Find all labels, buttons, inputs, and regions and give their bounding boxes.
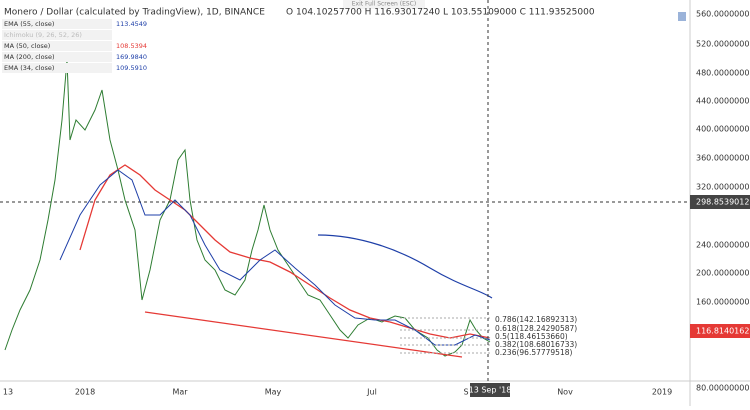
price-tick: 200.00000000 bbox=[696, 269, 750, 278]
indicator-name: EMA (55, close) bbox=[4, 20, 54, 28]
indicator-name: Ichimoku (9, 26, 52, 26) bbox=[4, 31, 82, 39]
indicator-box bbox=[2, 41, 112, 51]
crosshair-badge bbox=[690, 195, 750, 209]
time-tick: Nov bbox=[557, 388, 573, 397]
exit-button[interactable] bbox=[343, 0, 425, 9]
symbol-title: Monero / Dollar (calculated by TradingVi… bbox=[4, 8, 265, 18]
indicator-box bbox=[2, 52, 112, 62]
price-tick: 80.00000000 bbox=[696, 384, 749, 393]
fib-label: 0.786(142.16892313) bbox=[495, 315, 577, 324]
indicator-value: 169.9840 bbox=[116, 53, 147, 61]
price-tick: 240.00000000 bbox=[696, 241, 750, 250]
indicator-name: EMA (34, close) bbox=[4, 64, 54, 72]
fib-label: 0.236(96.57779518) bbox=[495, 348, 572, 357]
price-tick: 160.00000000 bbox=[696, 298, 750, 307]
ohlc: O 104.10257700 H 116.93017240 L 103.5510… bbox=[286, 8, 595, 18]
time-tick: May bbox=[265, 388, 282, 397]
fib-label: 0.618(128.24290587) bbox=[495, 324, 577, 333]
indicator-value: 113.4549 bbox=[116, 20, 147, 28]
indicator-box bbox=[2, 19, 112, 29]
price-tick: 440.00000000 bbox=[696, 97, 750, 106]
time-tick: S bbox=[463, 388, 468, 397]
price-series bbox=[4, 59, 491, 357]
trend-line bbox=[144, 311, 463, 358]
price-tick: 520.00000000 bbox=[696, 40, 750, 49]
time-tick: Mar bbox=[172, 388, 188, 397]
indicator-value: 109.5910 bbox=[116, 64, 147, 72]
indicator-name: MA (200, close) bbox=[4, 53, 54, 61]
fib-label: 0.382(108.68016733) bbox=[495, 340, 577, 349]
price-tick: 360.00000000 bbox=[696, 154, 750, 163]
last-price-badge bbox=[690, 324, 750, 338]
price-tick: 320.00000000 bbox=[696, 183, 750, 192]
crosshair-price: 298.85390122 bbox=[696, 198, 750, 207]
time-tick: 2018 bbox=[75, 388, 95, 397]
price-tick: 560.00000000 bbox=[696, 10, 750, 19]
fib-label: 0.5(118.46153660) bbox=[495, 332, 568, 341]
time-badge bbox=[470, 383, 510, 397]
time-tick: 2019 bbox=[652, 388, 672, 397]
price-tick: 400.00000000 bbox=[696, 125, 750, 134]
last-price: 116.81401620 bbox=[696, 327, 750, 336]
indicator-value: 108.5394 bbox=[116, 42, 147, 50]
ma-50-line bbox=[59, 169, 491, 346]
exit-fullscreen[interactable]: Exit Full Screen (ESC) bbox=[352, 1, 416, 8]
time-tick: 13 bbox=[3, 388, 13, 397]
indicator-box bbox=[2, 30, 112, 40]
time-badge-label: 13 Sep '18 bbox=[469, 386, 512, 395]
settings-icon[interactable] bbox=[678, 12, 686, 21]
time-tick: Jul bbox=[366, 388, 377, 397]
fib-levels bbox=[400, 317, 492, 354]
indicator-box bbox=[2, 63, 112, 73]
indicator-name: MA (50, close) bbox=[4, 42, 50, 50]
price-tick: 480.00000000 bbox=[696, 69, 750, 78]
ma-200-line bbox=[317, 234, 493, 299]
